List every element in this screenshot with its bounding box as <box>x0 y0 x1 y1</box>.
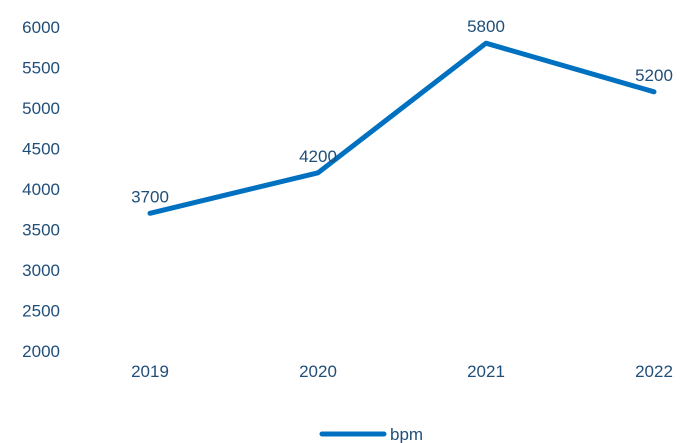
data-label: 4200 <box>299 147 337 166</box>
x-tick-label: 2020 <box>299 362 337 381</box>
x-tick-label: 2022 <box>635 362 673 381</box>
y-tick-label: 5000 <box>22 99 60 118</box>
y-tick-label: 5500 <box>22 59 60 78</box>
y-tick-label: 4000 <box>22 180 60 199</box>
series-lines <box>147 40 657 216</box>
y-tick-label: 4500 <box>22 140 60 159</box>
y-tick-label: 6000 <box>22 18 60 37</box>
y-tick-label: 3500 <box>22 221 60 240</box>
legend-label-bpm: bpm <box>390 425 423 443</box>
data-labels: 3700 4200 5800 5200 <box>131 17 673 206</box>
y-tick-label: 2000 <box>22 342 60 361</box>
legend: bpm <box>319 425 423 443</box>
x-tick-label: 2019 <box>131 362 169 381</box>
data-label: 5800 <box>467 17 505 36</box>
y-axis-ticks: 2000 2500 3000 3500 4000 4500 5000 5500 6000 <box>22 18 60 361</box>
data-label: 3700 <box>131 187 169 206</box>
y-tick-label: 3000 <box>22 261 60 280</box>
data-label: 5200 <box>635 66 673 85</box>
x-axis-ticks: 2019 2020 2021 2022 <box>131 362 673 381</box>
x-tick-label: 2021 <box>467 362 505 381</box>
series-line-bpm <box>147 40 657 216</box>
y-tick-label: 2500 <box>22 302 60 321</box>
